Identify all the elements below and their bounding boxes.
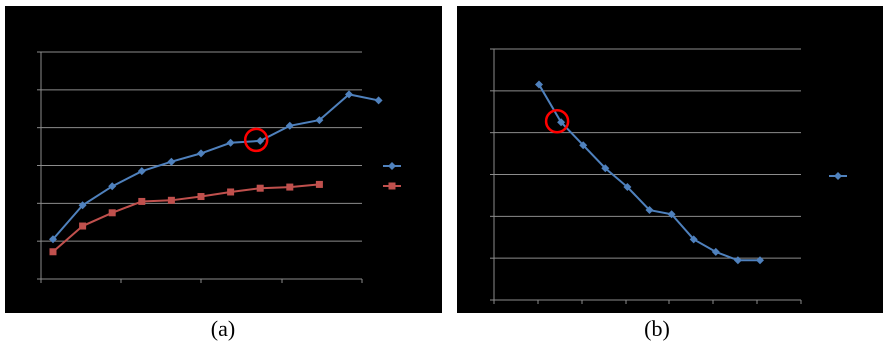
series-1-point-a [197,193,205,201]
caption-a: (a) [210,316,236,341]
chart-panel-a [5,6,442,313]
series-0-point-a [108,182,117,191]
legend-marker-0-b [834,172,842,180]
series-0-line-a [52,93,379,240]
series-1-point-a [256,184,264,192]
series-0-point-b [579,141,588,150]
series-0-point-b [557,118,566,127]
series-0-point-a [167,157,176,166]
series-0-point-a [345,90,353,99]
series-1-point-a [167,196,175,204]
legend-marker-1-a [388,182,396,190]
chart-panel-b [457,6,883,313]
series-0-point-b [645,206,654,215]
series-1-point-a [49,248,57,256]
series-0-point-a [226,138,235,147]
series-1-line-a [52,183,320,253]
series-0-point-a [374,96,383,105]
series-1-point-a [286,183,294,191]
series-1-point-a [227,188,235,196]
series-0-point-b [623,183,632,192]
legend-marker-0-a [388,162,396,170]
series-0-point-a [285,121,294,130]
line-chart-a [37,51,401,283]
series-1-point-a [108,209,116,217]
series-0-point-b [689,235,698,244]
highlight-circle-b [544,108,570,134]
series-1-point-a [79,222,87,230]
series-0-point-b [667,210,676,219]
caption-b: (b) [644,316,670,341]
series-0-point-a [49,235,57,244]
series-0-point-a [256,136,265,145]
series-0-point-b [535,80,543,89]
series-1-point-a [138,197,146,205]
series-1-point-a [315,180,323,188]
series-0-point-a [197,149,205,158]
series-0-point-b [733,256,742,265]
series-0-point-b [756,256,764,265]
series-0-point-a [315,116,324,125]
series-0-point-a [137,167,146,176]
series-0-point-b [711,247,720,256]
line-chart-b [490,48,847,304]
series-0-point-b [601,164,610,173]
series-0-line-b [538,84,760,262]
highlight-circle-a [243,127,269,153]
series-0-point-a [78,201,87,210]
